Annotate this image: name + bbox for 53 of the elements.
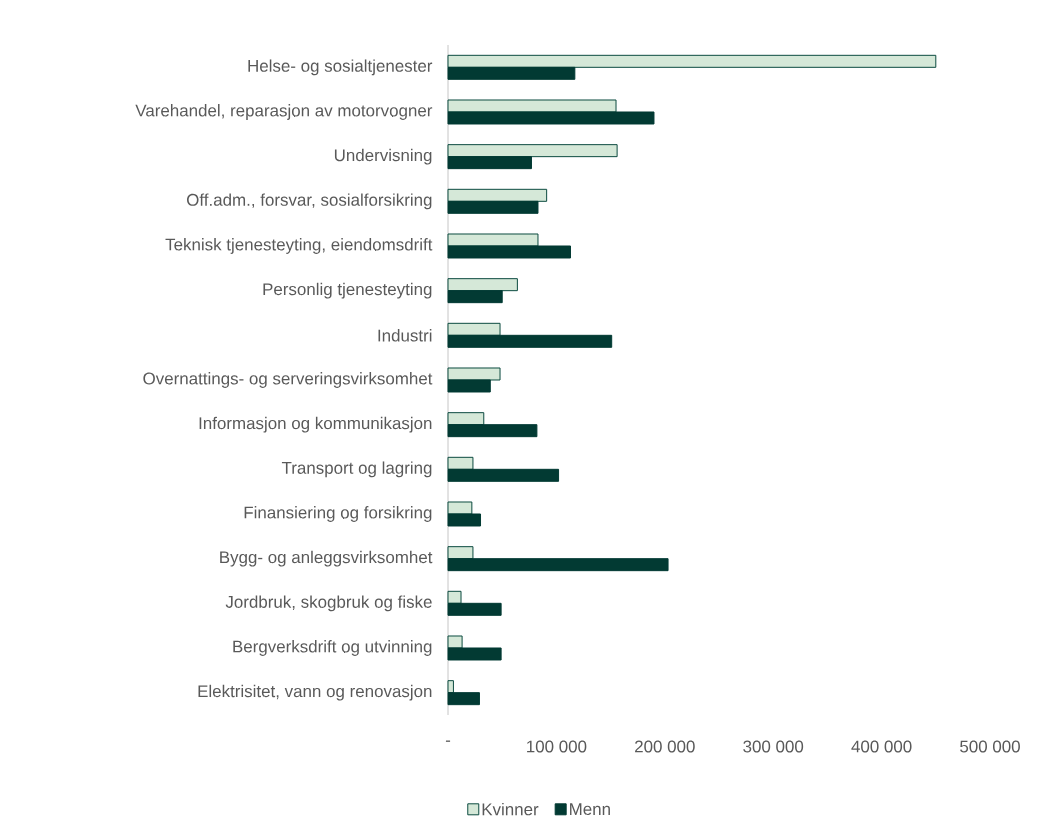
bar bbox=[447, 456, 474, 470]
bar bbox=[447, 558, 669, 572]
bar bbox=[447, 468, 560, 482]
bar bbox=[447, 379, 491, 393]
y-tick-label: Undervisning bbox=[334, 148, 432, 165]
y-tick-label: Elektrisitet, vann og renovasjon bbox=[198, 684, 432, 701]
bar bbox=[447, 590, 462, 604]
x-tick-label: 300 000 bbox=[743, 740, 804, 753]
bar bbox=[447, 680, 454, 694]
x-tick-label: - bbox=[445, 740, 451, 742]
y-tick-label: Off.adm., forsvar, sosialforsikring bbox=[186, 193, 432, 210]
bar bbox=[447, 635, 463, 649]
y-tick-label: Bergverksdrift og utvinning bbox=[233, 640, 432, 656]
bar bbox=[447, 602, 502, 616]
y-tick-label: Industri bbox=[378, 329, 432, 342]
x-tick-label: 400 000 bbox=[851, 740, 912, 753]
y-tick-label: Teknisk tjenesteyting, eiendomsdrift bbox=[165, 238, 433, 254]
bar bbox=[447, 144, 618, 158]
y-tick-label: Overnattings- og serveringsvirksomhet bbox=[143, 372, 433, 388]
bar bbox=[447, 188, 548, 202]
legend-label: Menn bbox=[570, 803, 610, 816]
bar bbox=[447, 424, 538, 438]
y-tick-label: Transport og lagring bbox=[281, 461, 432, 478]
y-tick-label: Varehandel, reparasjon av motorvogner bbox=[135, 104, 433, 120]
y-tick-label: Informasjon og kommunikasjon bbox=[199, 416, 432, 433]
bar bbox=[447, 245, 571, 259]
x-tick-label: 100 000 bbox=[527, 740, 587, 753]
legend-label: Kvinner bbox=[482, 802, 539, 816]
y-tick-label: Personlig tjenesteyting bbox=[263, 282, 432, 299]
x-tick-label: 500 000 bbox=[960, 740, 1020, 753]
bar bbox=[447, 156, 532, 170]
bar bbox=[447, 111, 655, 125]
bar bbox=[447, 233, 539, 247]
bar bbox=[447, 54, 937, 68]
bar bbox=[447, 322, 501, 336]
y-tick-label: Helse- og sosialtjenester bbox=[248, 59, 433, 76]
bar bbox=[447, 200, 539, 214]
bar bbox=[447, 66, 576, 80]
bar bbox=[447, 692, 480, 706]
bar bbox=[447, 290, 503, 304]
bar bbox=[447, 501, 473, 515]
x-tick-label: 200 000 bbox=[635, 740, 695, 753]
bar bbox=[447, 412, 485, 426]
bar bbox=[447, 546, 474, 560]
bar bbox=[447, 647, 502, 661]
bar bbox=[447, 513, 482, 527]
bar bbox=[447, 278, 518, 292]
y-tick-label: Finansiering og forsikring bbox=[244, 506, 432, 522]
y-tick-label: Bygg- og anleggsvirksomhet bbox=[220, 550, 433, 567]
bar bbox=[447, 367, 501, 381]
bar bbox=[447, 334, 613, 348]
bar bbox=[447, 99, 617, 113]
y-tick-label: Jordbruk, skogbruk og fiske bbox=[225, 595, 432, 612]
